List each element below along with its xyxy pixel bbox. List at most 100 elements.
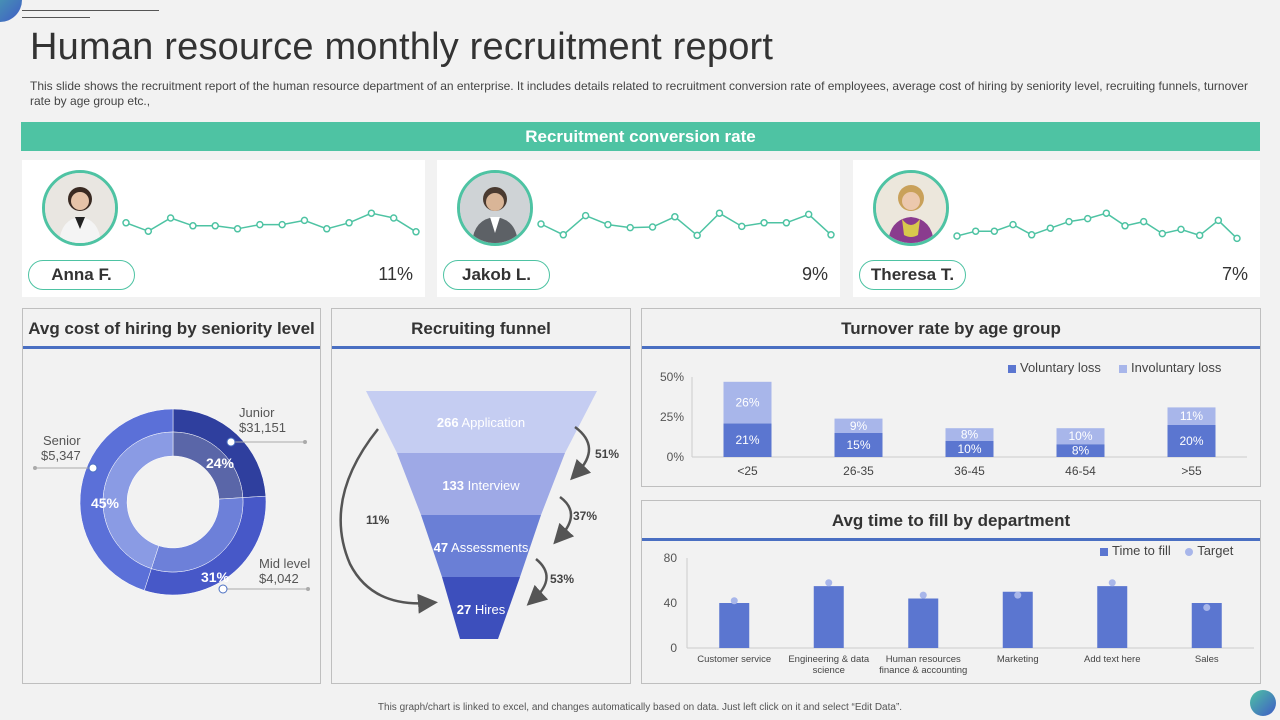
bar-time-to-fill [908,598,939,648]
sparkline-point [189,222,197,230]
y-tick-label: 25% [660,410,684,424]
y-tick-label: 50% [660,370,684,384]
donut-chart: Junior $31,151 Senior $5,347 Mid level $… [33,405,310,596]
x-tick-label: Sales [1195,654,1219,665]
x-tick-label: 26-35 [843,464,874,478]
avatar [873,170,949,246]
sparkline-point [1233,234,1241,243]
bar-involuntary [723,381,772,424]
x-tick-label: >55 [1181,464,1202,478]
sparkline-point [412,228,420,236]
decorative-circle [0,0,22,22]
chart-legend: Voluntary loss Involuntary loss [1008,360,1221,375]
panel-title: Recruiting funnel [332,309,630,349]
bar-involuntary [834,418,883,433]
panel-title: Avg cost of hiring by seniority level [23,309,320,349]
bar-voluntary [834,433,883,457]
sparkline-point [367,209,376,217]
funnel-chart: 266 Application 133 Interview 47 Assessm… [339,391,619,639]
donut-inner-segment [102,431,174,569]
sparkline-point [1158,229,1167,238]
overall-arrow [339,428,438,614]
x-tick-label: <25 [737,464,758,478]
x-tick-label: 36-45 [954,464,985,478]
sparkline-point [256,220,264,229]
bar-time-to-fill [719,603,750,648]
sparkline-chart [537,209,835,240]
segment-percent: 24% [206,455,235,471]
sparkline-point [990,227,999,235]
target-marker [1014,591,1022,599]
sparkline-point [1214,216,1223,225]
sparkline-point [581,211,590,220]
sparkline-point [760,219,768,227]
bar-value-label: 8% [961,428,979,442]
bar-time-to-fill [1002,591,1033,648]
segment-label: Mid level [259,556,310,571]
x-tick-label: Engineering & data [788,654,870,665]
sparkline-point [144,227,153,235]
sparkline-point [1009,220,1017,229]
leader-dot [303,440,307,444]
sparkline-point [122,219,130,227]
bar-time-to-fill [813,586,844,648]
step-rate: 37% [573,509,597,523]
stacked-bar-chart: 50%25%0%21%26%<2515%9%26-3510%8%36-458%1… [660,370,1247,478]
conversion-rate: 9% [801,264,828,284]
bar-voluntary [945,441,994,457]
employee-name: Jakob L. [443,260,550,290]
x-tick-label: Human resources [886,654,961,665]
step-rate: 51% [595,447,619,461]
x-tick-label: science [813,665,845,676]
panel-title: Avg time to fill by department [642,501,1260,541]
bar-voluntary [1056,444,1105,457]
bar-value-label: 15% [846,438,870,452]
target-marker [919,591,927,599]
avatar [42,170,118,246]
sparkline-point [389,214,398,222]
sparkline-point [693,231,701,240]
segment-value: $4,042 [259,571,299,586]
bar-value-label: 9% [850,419,868,433]
legend-swatch [1119,364,1127,373]
segment-value: $31,151 [239,420,286,435]
sparkline-point [971,227,980,235]
sparkline-point [1139,217,1148,226]
bar-value-label: 10% [957,442,981,456]
legend-label: Target [1197,543,1234,558]
sparkline-point [1083,214,1092,223]
funnel-label: 47 Assessments [434,540,529,555]
recruiting-funnel-panel: Recruiting funnel 266 Application 133 In… [331,308,631,684]
sparkline-point [1195,231,1204,240]
employee-card: Anna F. 11% [22,160,425,297]
funnel-stage-assessments [421,515,541,577]
sparkline-point [559,231,568,239]
sparkline-point [1177,225,1185,234]
chart-legend: Time to fill Target [1100,543,1233,558]
sparkline-point [953,232,961,240]
step-arrow [553,495,575,545]
bar-value-label: 21% [735,433,759,447]
y-tick-label: 80 [664,551,678,565]
panel-title: Turnover rate by age group [642,309,1260,349]
legend-swatch [1185,547,1194,556]
bar-chart: 80 40 0 Customer service Engineering & datas… [664,551,1254,676]
sparkline-point [1065,217,1073,226]
bar-time-to-fill [1097,586,1128,648]
y-tick-label: 0% [667,450,685,464]
bar-voluntary [723,423,772,457]
employee-card: Jakob L. 9% [437,160,840,297]
bar-value-label: 11% [1180,409,1203,423]
sparkline-point [345,219,353,227]
sparkline [125,212,417,233]
decorative-circle [1250,690,1276,716]
y-tick-label: 0 [670,641,677,655]
time-to-fill-panel: Avg time to fill by department Time to f… [641,500,1261,684]
conversion-rate: 7% [1221,264,1248,284]
bar-voluntary [1167,425,1216,457]
y-tick-label: 40 [664,596,678,610]
sparkline-point [211,222,219,230]
bar-involuntary [1056,428,1105,445]
decorative-line [22,10,159,11]
decorative-line [22,17,90,18]
